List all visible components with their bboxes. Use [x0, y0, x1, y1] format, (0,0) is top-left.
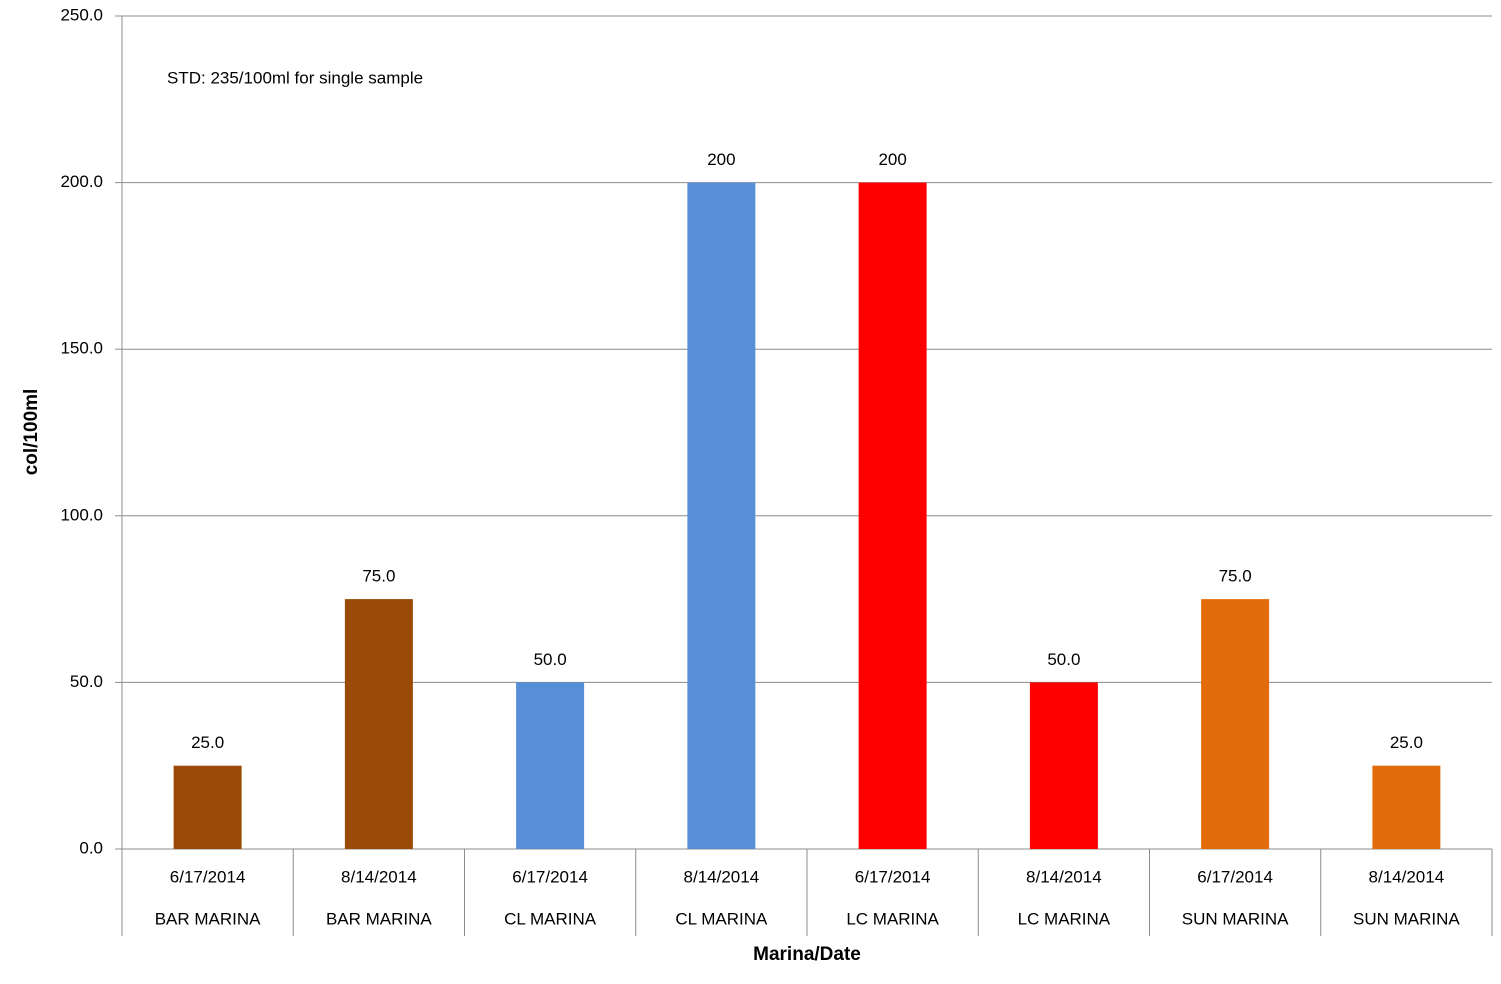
data-label: 50.0 — [1047, 650, 1080, 669]
data-label: 200 — [707, 150, 735, 169]
data-label: 200 — [878, 150, 906, 169]
bar — [687, 182, 756, 850]
x-tick-label: 8/14/2014 — [341, 867, 417, 886]
data-label: 50.0 — [534, 650, 567, 669]
bar — [344, 599, 413, 849]
bar — [173, 765, 242, 849]
bar — [1372, 765, 1441, 849]
y-tick-label: 150.0 — [60, 339, 103, 358]
x-group-label: BAR MARINA — [155, 909, 261, 928]
x-group-label: BAR MARINA — [326, 909, 432, 928]
y-tick-label: 0.0 — [79, 838, 103, 857]
y-tick-label: 50.0 — [70, 672, 103, 691]
data-label: 75.0 — [1219, 567, 1252, 586]
x-tick-label: 8/14/2014 — [1369, 867, 1445, 886]
x-group-label: SUN MARINA — [1353, 909, 1460, 928]
x-tick-label: 6/17/2014 — [170, 867, 246, 886]
x-group-label: LC MARINA — [1018, 909, 1111, 928]
x-group-label: CL MARINA — [504, 909, 597, 928]
x-group-label: SUN MARINA — [1182, 909, 1289, 928]
y-axis-title: col/100ml — [21, 389, 42, 476]
x-tick-label: 6/17/2014 — [512, 867, 588, 886]
annotation: STD: 235/100ml for single sample — [167, 68, 423, 87]
bar — [516, 682, 585, 849]
y-tick-label: 100.0 — [60, 505, 103, 524]
bar — [1201, 599, 1270, 849]
y-tick-label: 250.0 — [60, 5, 103, 24]
x-group-label: LC MARINA — [846, 909, 939, 928]
x-group-label: CL MARINA — [675, 909, 768, 928]
x-tick-label: 6/17/2014 — [1197, 867, 1273, 886]
bar — [858, 182, 927, 850]
x-tick-label: 8/14/2014 — [684, 867, 760, 886]
x-tick-label: 8/14/2014 — [1026, 867, 1102, 886]
data-label: 75.0 — [362, 567, 395, 586]
y-tick-label: 200.0 — [60, 172, 103, 191]
x-tick-label: 6/17/2014 — [855, 867, 931, 886]
data-label: 25.0 — [191, 733, 224, 752]
bar — [1029, 682, 1098, 849]
data-label: 25.0 — [1390, 733, 1423, 752]
x-axis-title: Marina/Date — [753, 944, 861, 965]
